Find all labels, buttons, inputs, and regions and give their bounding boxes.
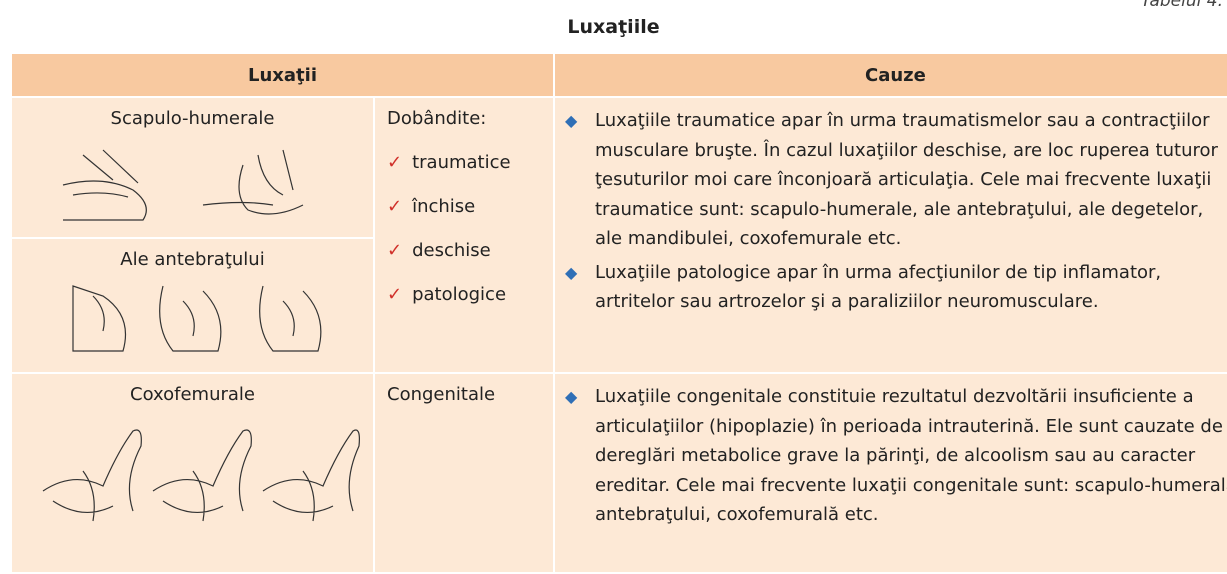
cell: Ale antebraţului — [10, 237, 375, 374]
illustration — [62, 149, 303, 221]
type-label: Ale antebraţului — [120, 249, 265, 270]
table-number: Tabelul 4. — [1140, 0, 1223, 11]
cell: Coxofemurale — [10, 372, 375, 574]
header-cell: Luxaţii — [10, 52, 555, 98]
cell: Luxaţiile congenitale constituie rezulta… — [553, 372, 1227, 574]
cell: Scapulo-humerale — [10, 96, 375, 239]
category: Congenitale — [387, 384, 496, 405]
subtype: închise — [387, 196, 553, 217]
cell: Luxaţiile traumatice apar în urma trauma… — [553, 96, 1227, 374]
cause: Luxaţiile congenitale constituie rezulta… — [565, 382, 1227, 530]
illustration — [42, 429, 360, 522]
subtype: deschise — [387, 240, 553, 261]
cause: Luxaţiile patologice apar în urma afecţi… — [565, 258, 1180, 317]
type-label: Coxofemurale — [130, 384, 255, 405]
cell: Dobândite: traumatice închise deschise p… — [373, 96, 555, 374]
page: Tabelul 4. Luxaţiile Luxaţii Cauze Scapu… — [0, 0, 1227, 558]
subtype: patologice — [387, 284, 553, 305]
type-label: Scapulo-humerale — [110, 108, 275, 129]
illustration — [71, 285, 321, 352]
cause: Luxaţiile traumatice apar în urma trauma… — [565, 106, 1220, 254]
category: Dobândite: — [387, 108, 487, 129]
subtype: traumatice — [387, 152, 553, 173]
title: Luxaţiile — [567, 16, 660, 38]
cell: Congenitale — [373, 372, 555, 574]
table: Luxaţii Cauze Scapulo-humerale Dobândite… — [10, 52, 1227, 574]
header-cell: Cauze — [553, 52, 1227, 98]
